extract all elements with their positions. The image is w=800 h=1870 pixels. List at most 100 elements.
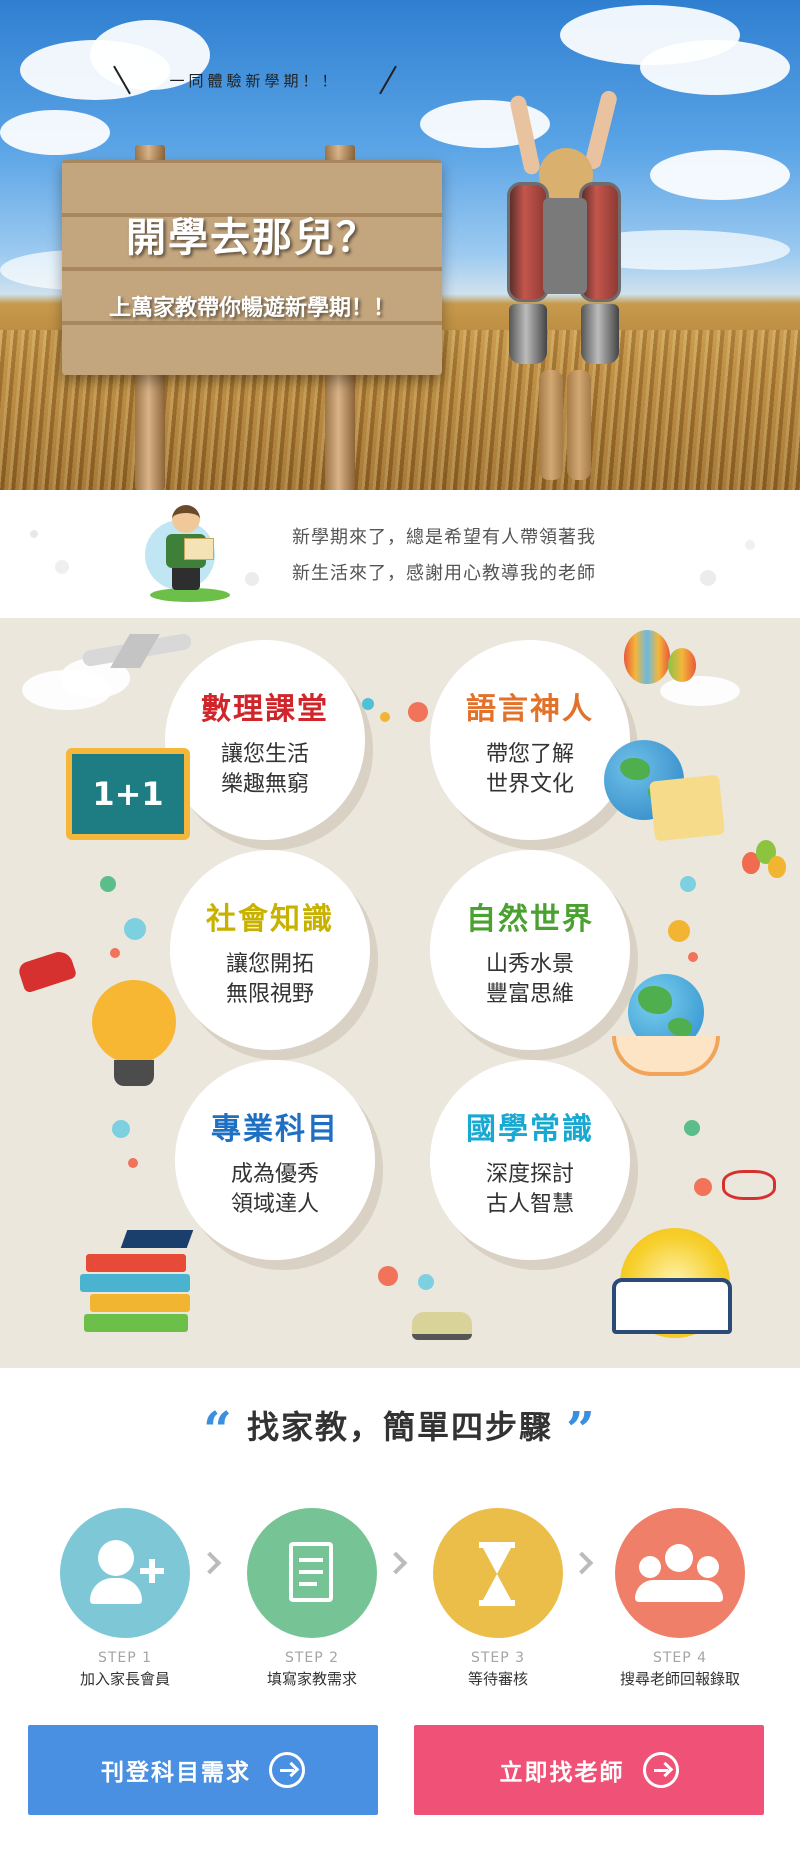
category-desc-line: 豐富思維 bbox=[485, 982, 574, 1007]
category-title: 社會知識 bbox=[206, 902, 334, 937]
hourglass-base bbox=[479, 1600, 515, 1606]
globe-land bbox=[668, 1018, 692, 1036]
party-balloons-icon bbox=[768, 856, 786, 878]
category-title: 自然世界 bbox=[466, 902, 594, 937]
traveler-head bbox=[172, 505, 200, 533]
kid-arm bbox=[508, 94, 542, 176]
kid-leg bbox=[539, 370, 563, 480]
hero-slogan-text: 一同體驗新學期！！ bbox=[169, 72, 341, 90]
decor-dot bbox=[418, 1274, 434, 1290]
steps-title-text: 找家教，簡單四步驟 bbox=[246, 1408, 553, 1446]
close-quote-icon: ” bbox=[566, 1400, 597, 1459]
user-left bbox=[639, 1556, 661, 1578]
category-desc: 成為優秀 領域達人 bbox=[175, 1160, 375, 1220]
step-4: STEP 4 搜尋老師回報錄取 bbox=[610, 1508, 750, 1689]
category-desc-line: 樂趣無窮 bbox=[220, 772, 309, 797]
post-subject-button[interactable]: 刊登科目需求 bbox=[28, 1725, 378, 1815]
book-stack-icon bbox=[84, 1314, 188, 1332]
category-chinese-studies[interactable]: 國學常識 深度探討 古人智慧 bbox=[430, 1060, 630, 1260]
form-line bbox=[299, 1582, 317, 1586]
category-desc-line: 帶您了解 bbox=[485, 742, 574, 767]
kid-leg bbox=[567, 370, 591, 480]
find-teacher-button[interactable]: 立即找老師 bbox=[414, 1725, 764, 1815]
category-desc: 帶您了解 世界文化 bbox=[430, 740, 630, 800]
decor-dot bbox=[128, 1158, 138, 1168]
cloud bbox=[0, 110, 110, 155]
plus-icon bbox=[149, 1559, 155, 1583]
bicycle-icon bbox=[722, 1170, 776, 1200]
post-subject-label: 刊登科目需求 bbox=[101, 1760, 251, 1786]
intro-text: 新學期來了，總是希望有人帶領著我 新生活來了，感謝用心教導我的老師 bbox=[292, 520, 596, 592]
traveler-grass bbox=[150, 588, 230, 602]
sign-subtitle: 上萬家教帶你暢遊新學期！！ bbox=[108, 295, 395, 321]
jetpack-nozzle bbox=[581, 304, 619, 364]
decor-dot bbox=[408, 702, 428, 722]
form-pen-icon bbox=[289, 1542, 333, 1602]
decor-dot bbox=[688, 952, 698, 962]
jetpack-nozzle bbox=[509, 304, 547, 364]
category-language[interactable]: 語言神人 帶您了解 世界文化 bbox=[430, 640, 630, 840]
intro-strip: 新學期來了，總是希望有人帶領著我 新生活來了，感謝用心教導我的老師 bbox=[0, 490, 800, 618]
category-desc-line: 讓您生活 bbox=[220, 742, 309, 767]
step-circle bbox=[433, 1508, 563, 1638]
step-label: 等待審核 bbox=[467, 1670, 528, 1688]
globe-land bbox=[620, 758, 650, 780]
add-user-icon bbox=[98, 1540, 134, 1576]
step-circle bbox=[247, 1508, 377, 1638]
step-number: STEP 3 bbox=[470, 1650, 526, 1666]
traveler-legs bbox=[172, 568, 200, 590]
users-group-icon bbox=[665, 1544, 693, 1572]
intro-line: 新學期來了，總是希望有人帶領著我 bbox=[292, 527, 596, 548]
category-title: 語言神人 bbox=[466, 692, 594, 727]
step-circle bbox=[615, 1508, 745, 1638]
category-nature[interactable]: 自然世界 山秀水景 豐富思維 bbox=[430, 850, 630, 1050]
chevron-right-icon bbox=[198, 1551, 222, 1575]
category-desc-line: 深度探討 bbox=[485, 1162, 574, 1187]
wooden-sign bbox=[62, 160, 442, 375]
chevron-right-icon bbox=[570, 1551, 594, 1575]
decor-dot bbox=[124, 918, 146, 940]
cloud bbox=[640, 40, 790, 95]
decor-dot bbox=[55, 560, 69, 574]
jetpack-kid-illustration bbox=[495, 89, 635, 490]
category-desc-line: 世界文化 bbox=[485, 772, 574, 797]
slash-decoration bbox=[113, 65, 131, 95]
step-circle bbox=[60, 1508, 190, 1638]
decor-dot bbox=[380, 712, 390, 722]
category-desc: 山秀水景 豐富思維 bbox=[430, 950, 630, 1010]
arrow-right-circle-icon bbox=[642, 1752, 679, 1788]
decor-dot bbox=[680, 876, 696, 892]
form-line bbox=[299, 1570, 323, 1574]
arrow-right-circle-icon bbox=[269, 1752, 305, 1788]
category-title: 數理課堂 bbox=[201, 692, 329, 727]
cloud bbox=[650, 150, 790, 200]
hot-air-balloon-icon bbox=[668, 648, 696, 682]
category-desc: 深度探討 古人智慧 bbox=[430, 1160, 630, 1220]
chalkboard-text: 1+1 bbox=[92, 775, 164, 813]
category-desc-line: 成為優秀 bbox=[230, 1162, 319, 1187]
decor-dot bbox=[378, 1266, 398, 1286]
category-professional[interactable]: 專業科目 成為優秀 領域達人 bbox=[175, 1060, 375, 1260]
category-title: 國學常識 bbox=[466, 1112, 594, 1147]
category-math[interactable]: 數理課堂 讓您生活 樂趣無窮 bbox=[165, 640, 365, 840]
steps-title: “ 找家教，簡單四步驟 ” bbox=[0, 1400, 800, 1459]
intro-line: 新生活來了，感謝用心教導我的老師 bbox=[292, 563, 596, 584]
scroll-paper-icon bbox=[649, 774, 725, 842]
step-number: STEP 2 bbox=[284, 1650, 340, 1666]
book-stack-icon bbox=[86, 1254, 186, 1272]
hot-air-balloon-icon bbox=[624, 630, 670, 684]
chevron-right-icon bbox=[384, 1551, 408, 1575]
step-1: STEP 1 加入家長會員 bbox=[55, 1508, 195, 1689]
users-bodies bbox=[635, 1580, 723, 1602]
lightbulb-icon bbox=[92, 980, 176, 1064]
decor-dot bbox=[362, 698, 374, 710]
decor-dot bbox=[30, 530, 38, 538]
traveler-map bbox=[184, 538, 214, 560]
category-desc: 讓您生活 樂趣無窮 bbox=[165, 740, 365, 800]
category-social[interactable]: 社會知識 讓您開拓 無限視野 bbox=[170, 850, 370, 1050]
book-stack-icon bbox=[80, 1274, 190, 1292]
decor-dot bbox=[245, 572, 259, 586]
hourglass-icon bbox=[479, 1542, 515, 1548]
step-number: STEP 4 bbox=[652, 1650, 708, 1666]
jetpack-body bbox=[543, 198, 587, 294]
